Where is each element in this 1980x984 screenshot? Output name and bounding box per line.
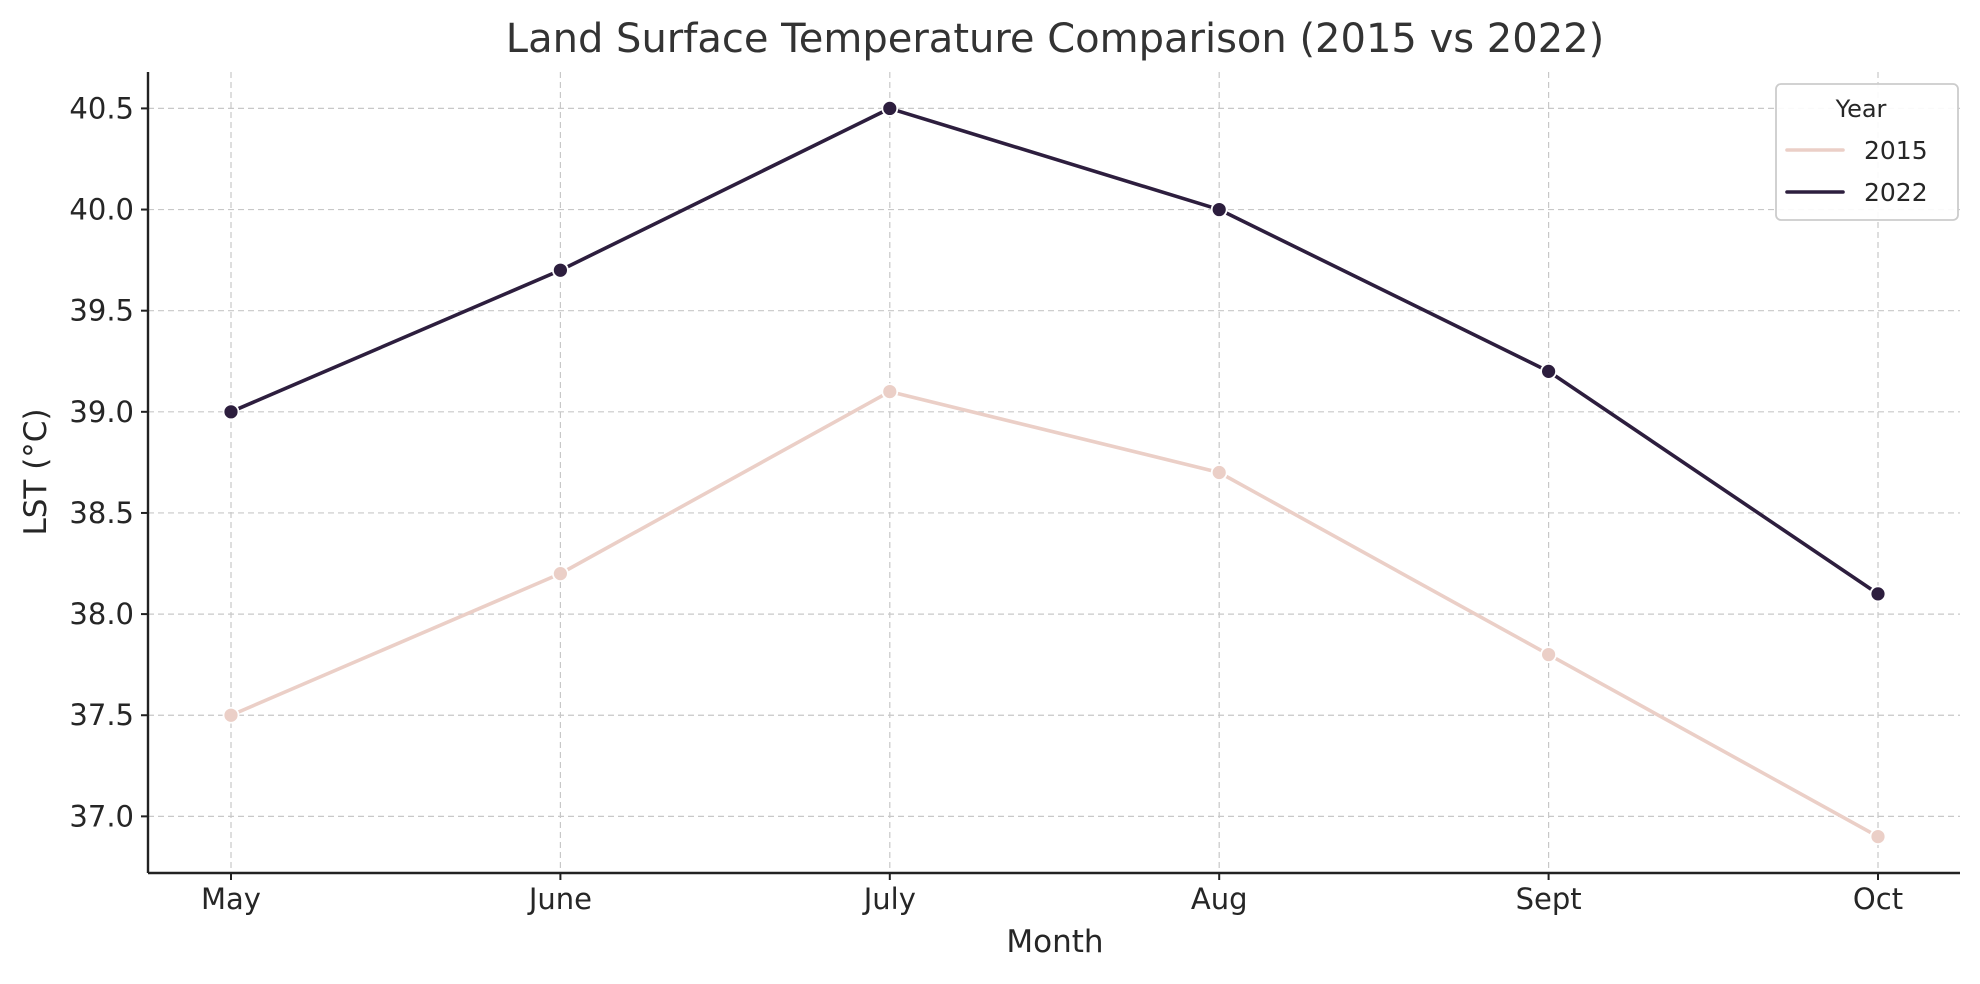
legend-label-2015: 2015 (1864, 136, 1928, 165)
grid-lines (148, 72, 1960, 873)
series-2015 (222, 383, 1887, 845)
x-tick-label: June (527, 882, 592, 916)
data-point (222, 706, 240, 724)
y-tick-label: 40.0 (69, 193, 134, 227)
legend-items: 2015 2022 (1785, 136, 1928, 207)
legend-box (1775, 83, 1959, 221)
data-point (1869, 828, 1887, 845)
x-axis-label: Month (1006, 924, 1103, 960)
data-point (1540, 646, 1557, 663)
y-tick-label: 40.5 (69, 91, 134, 125)
legend-title: Year (1835, 95, 1887, 123)
y-tick-label: 38.0 (69, 597, 134, 631)
y-tick-label: 37.5 (69, 698, 134, 732)
y-tick-label: 37.0 (69, 799, 134, 833)
x-tick-label: July (862, 882, 916, 916)
legend: Year 2015 2022 (1775, 83, 1959, 221)
data-point (1210, 201, 1228, 218)
data-point (1540, 362, 1557, 380)
x-tick-label: Sept (1516, 882, 1582, 916)
series-line-2022 (229, 106, 1880, 596)
chart-title: Land Surface Temperature Comparison (201… (506, 16, 1604, 62)
series-2022 (222, 100, 1887, 603)
data-point (552, 261, 569, 279)
data-point (552, 565, 569, 583)
series-line-2015 (229, 389, 1880, 839)
data-series (222, 100, 1887, 845)
x-tick-label: Oct (1853, 882, 1903, 916)
data-point (1869, 585, 1887, 603)
data-point (881, 383, 899, 400)
tick-labels: May June July Aug Sept Oct 37.0 37.5 38.0 38.5 39.… (69, 91, 1903, 916)
y-axis-label: LST (°C) (18, 408, 54, 535)
legend-label-2022: 2022 (1864, 178, 1928, 207)
y-tick-label: 39.0 (69, 395, 134, 429)
y-tick-label: 38.5 (69, 496, 134, 530)
data-point (222, 403, 240, 421)
data-point (1210, 464, 1228, 481)
data-point (881, 100, 899, 117)
y-tick-label: 39.5 (69, 294, 134, 328)
axes (146, 72, 1960, 875)
x-tick-label: Aug (1191, 882, 1248, 916)
x-tick-label: May (201, 882, 261, 916)
